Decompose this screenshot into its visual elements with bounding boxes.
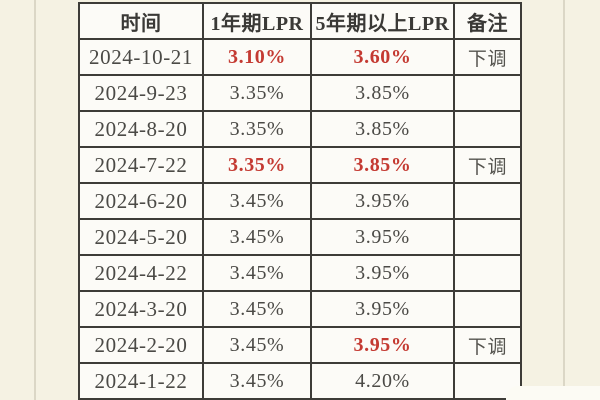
cell-date: 2024-2-20 [78,326,204,364]
cell-lpr5: 4.20% [310,362,455,400]
cell-lpr1: 3.35% [202,110,312,148]
cell-lpr1: 3.45% [202,290,312,328]
cell-date: 2024-10-21 [78,38,204,76]
cell-date: 2024-3-20 [78,290,204,328]
cell-date: 2024-5-20 [78,218,204,256]
cell-remark: 下调 [453,38,522,76]
cell-lpr5: 3.85% [310,146,455,184]
table-row: 2024-5-20 3.45% 3.95% [78,218,522,256]
header-row: 时间 1年期LPR 5年期以上LPR 备注 [78,2,522,40]
cell-date: 2024-7-22 [78,146,204,184]
cell-remark [453,110,522,148]
table-row: 2024-2-20 3.45% 3.95% 下调 [78,326,522,364]
col-header-lpr5: 5年期以上LPR [310,2,455,40]
cell-lpr5: 3.95% [310,326,455,364]
table-row: 2024-10-21 3.10% 3.60% 下调 [78,38,522,76]
table-row: 2024-7-22 3.35% 3.85% 下调 [78,146,522,184]
col-header-lpr1: 1年期LPR [202,2,312,40]
cell-lpr5: 3.60% [310,38,455,76]
cell-remark [453,290,522,328]
cell-remark [453,74,522,112]
corner-overlay [506,386,600,400]
col-header-remark: 备注 [453,2,522,40]
table-row: 2024-9-23 3.35% 3.85% [78,74,522,112]
cell-lpr5: 3.95% [310,182,455,220]
cell-remark [453,182,522,220]
cell-lpr5: 3.95% [310,254,455,292]
cell-lpr5: 3.95% [310,218,455,256]
cell-remark: 下调 [453,146,522,184]
cell-lpr5: 3.85% [310,74,455,112]
cell-lpr1: 3.45% [202,362,312,400]
table-row: 2024-1-22 3.45% 4.20% [78,362,522,400]
cell-lpr1: 3.35% [202,74,312,112]
cell-remark [453,254,522,292]
cell-date: 2024-8-20 [78,110,204,148]
table-row: 2024-6-20 3.45% 3.95% [78,182,522,220]
cell-lpr1: 3.45% [202,254,312,292]
left-margin-line [34,0,36,400]
cell-lpr1: 3.45% [202,218,312,256]
cell-lpr1: 3.10% [202,38,312,76]
col-header-date: 时间 [78,2,204,40]
cell-date: 2024-9-23 [78,74,204,112]
cell-date: 2024-6-20 [78,182,204,220]
cell-lpr5: 3.95% [310,290,455,328]
table-row: 2024-3-20 3.45% 3.95% [78,290,522,328]
cell-lpr5: 3.85% [310,110,455,148]
cell-lpr1: 3.45% [202,182,312,220]
lpr-rate-table: 时间 1年期LPR 5年期以上LPR 备注 2024-10-21 3.10% 3.6… [78,2,522,400]
cell-lpr1: 3.35% [202,146,312,184]
cell-lpr1: 3.45% [202,326,312,364]
table-row: 2024-8-20 3.35% 3.85% [78,110,522,148]
cell-remark [453,218,522,256]
table-body: 2024-10-21 3.10% 3.60% 下调 2024-9-23 3.35% 3.85… [78,38,522,400]
table-row: 2024-4-22 3.45% 3.95% [78,254,522,292]
cell-remark [453,362,522,400]
right-margin-line [563,0,565,400]
cell-date: 2024-4-22 [78,254,204,292]
cell-date: 2024-1-22 [78,362,204,400]
cell-remark: 下调 [453,326,522,364]
